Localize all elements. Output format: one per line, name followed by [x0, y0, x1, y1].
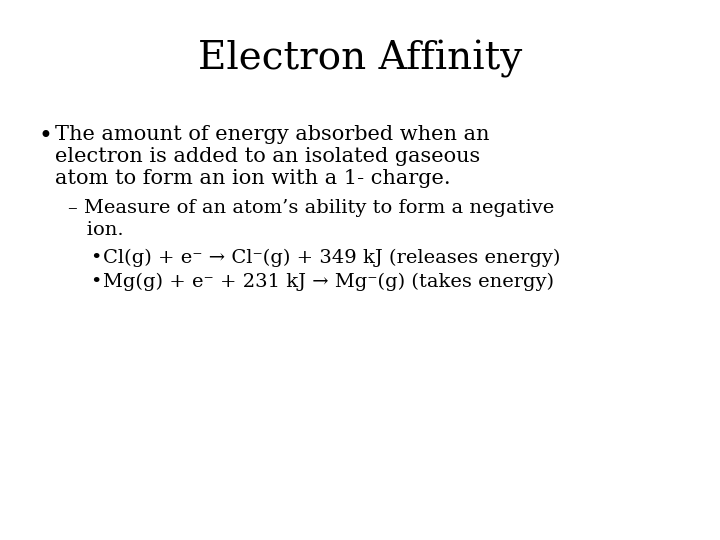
Text: The amount of energy absorbed when an: The amount of energy absorbed when an — [55, 125, 490, 144]
Text: •: • — [90, 249, 102, 267]
Text: •: • — [90, 273, 102, 291]
Text: Mg(g) + e⁻ + 231 kJ → Mg⁻(g) (takes energy): Mg(g) + e⁻ + 231 kJ → Mg⁻(g) (takes ener… — [103, 273, 554, 291]
Text: ion.: ion. — [68, 221, 124, 239]
Text: Cl(g) + e⁻ → Cl⁻(g) + 349 kJ (releases energy): Cl(g) + e⁻ → Cl⁻(g) + 349 kJ (releases e… — [103, 249, 560, 267]
Text: atom to form an ion with a 1- charge.: atom to form an ion with a 1- charge. — [55, 169, 451, 188]
Text: electron is added to an isolated gaseous: electron is added to an isolated gaseous — [55, 147, 480, 166]
Text: – Measure of an atom’s ability to form a negative: – Measure of an atom’s ability to form a… — [68, 199, 554, 217]
Text: Electron Affinity: Electron Affinity — [198, 40, 522, 78]
Text: •: • — [38, 125, 52, 148]
